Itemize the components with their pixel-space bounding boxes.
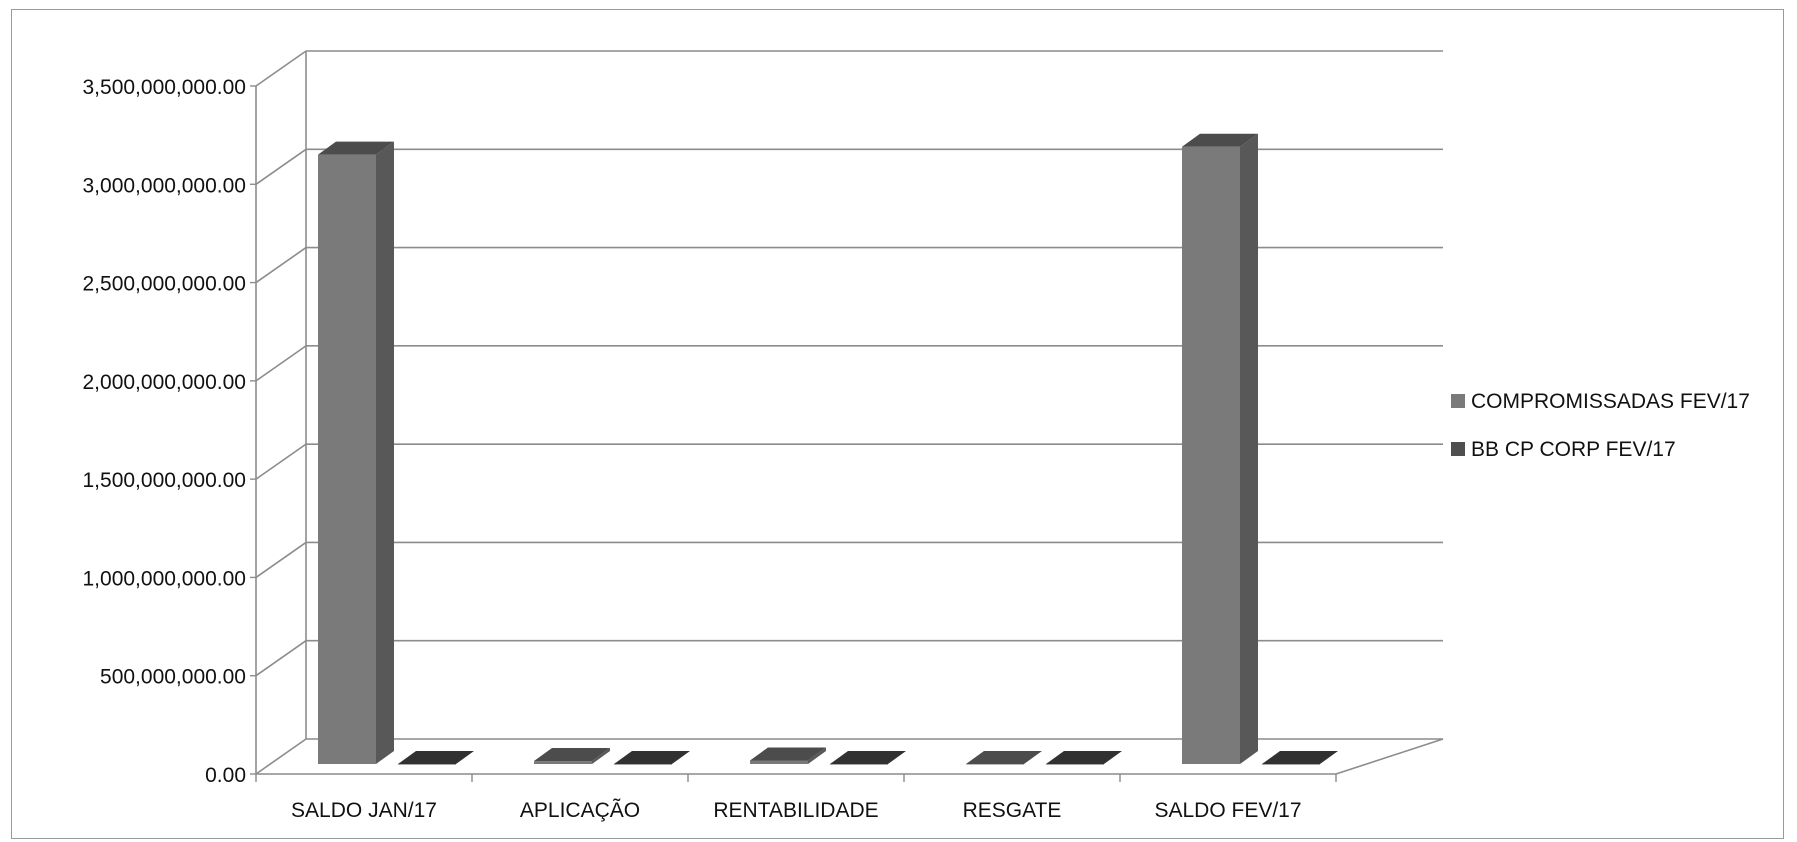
- gridline-side: [255, 738, 307, 775]
- gridline-side: [255, 148, 307, 185]
- bar-front: [534, 761, 592, 764]
- chart-bars: [318, 133, 1338, 765]
- y-tick-label: 1,500,000,000.00: [83, 469, 247, 492]
- legend-item: COMPROMISSADAS FEV/17: [1451, 390, 1750, 413]
- gridline-side: [255, 541, 307, 579]
- legend-swatch: [1451, 394, 1465, 408]
- bar-front: [750, 760, 808, 764]
- bar-top: [534, 748, 610, 762]
- bar-front: [1182, 146, 1240, 764]
- legend-swatch: [1451, 442, 1465, 456]
- bar-front: [830, 764, 888, 765]
- bar-top: [614, 751, 690, 764]
- x-tick-label: SALDO FEV/17: [1154, 799, 1301, 822]
- bar-top: [966, 751, 1042, 764]
- bar-compromissadas-4: [1182, 133, 1258, 764]
- bar-bb-cp-corp-4: [1262, 751, 1338, 765]
- bar-top: [318, 141, 394, 155]
- bar-side: [1240, 133, 1258, 764]
- bar-top: [1262, 751, 1338, 764]
- x-tick-label: SALDO JAN/17: [291, 799, 437, 822]
- legend-item: BB CP CORP FEV/17: [1451, 438, 1676, 461]
- y-tick-label: 2,500,000,000.00: [83, 273, 247, 296]
- floor-right-edge: [1335, 738, 1444, 775]
- y-tick-label: 0.00: [205, 764, 246, 787]
- bar-front: [614, 764, 672, 765]
- chart-legend: COMPROMISSADAS FEV/17 BB CP CORP FEV/17: [1451, 390, 1750, 461]
- bar-top: [830, 751, 906, 764]
- gridline-side: [255, 443, 307, 480]
- bar-front: [318, 154, 376, 765]
- bar-compromissadas-1: [534, 748, 610, 764]
- bar-top: [398, 751, 474, 764]
- bar-side: [376, 141, 394, 765]
- bar-front: [1046, 764, 1104, 765]
- x-tick-label: RESGATE: [963, 799, 1062, 822]
- legend-label: BB CP CORP FEV/17: [1471, 438, 1676, 461]
- gridline-side: [255, 246, 307, 284]
- bar-front: [398, 764, 456, 765]
- bar-bb-cp-corp-1: [614, 751, 690, 765]
- y-tick-label: 3,500,000,000.00: [83, 76, 247, 99]
- bar-front: [966, 764, 1024, 765]
- x-tick-label: RENTABILIDADE: [713, 799, 878, 822]
- y-tick-label: 1,000,000,000.00: [83, 567, 247, 590]
- bar-side: [592, 748, 610, 764]
- bar-compromissadas-2: [750, 747, 826, 764]
- chart-axes: [250, 85, 1444, 782]
- y-tick-label: 2,000,000,000.00: [83, 371, 247, 394]
- bar-compromissadas-0: [318, 141, 394, 765]
- x-axis-ticks: SALDO JAN/17 APLICAÇÃO RENTABILIDADE RESGAT…: [291, 798, 1301, 822]
- y-axis-ticks: 0.00 500,000,000.00 1,000,000,000.00 1,500,…: [83, 76, 247, 787]
- bar-bb-cp-corp-2: [830, 751, 906, 765]
- gridline-side: [255, 640, 307, 677]
- y-tick-label: 3,000,000,000.00: [83, 174, 247, 197]
- bar-compromissadas-3: [966, 751, 1042, 765]
- bar-side: [808, 747, 826, 764]
- bar-top: [750, 747, 826, 761]
- gridline-side: [255, 345, 307, 382]
- chart-gridlines: [255, 50, 1443, 775]
- gridline-side: [255, 50, 307, 87]
- x-tick-label: APLICAÇÃO: [520, 798, 640, 822]
- bar-top: [1046, 751, 1122, 764]
- bar-bb-cp-corp-3: [1046, 751, 1122, 765]
- bar-top: [1182, 133, 1258, 147]
- bar-bb-cp-corp-0: [398, 751, 474, 765]
- y-tick-label: 500,000,000.00: [100, 666, 246, 689]
- bar-front: [1262, 764, 1320, 765]
- legend-label: COMPROMISSADAS FEV/17: [1471, 390, 1750, 413]
